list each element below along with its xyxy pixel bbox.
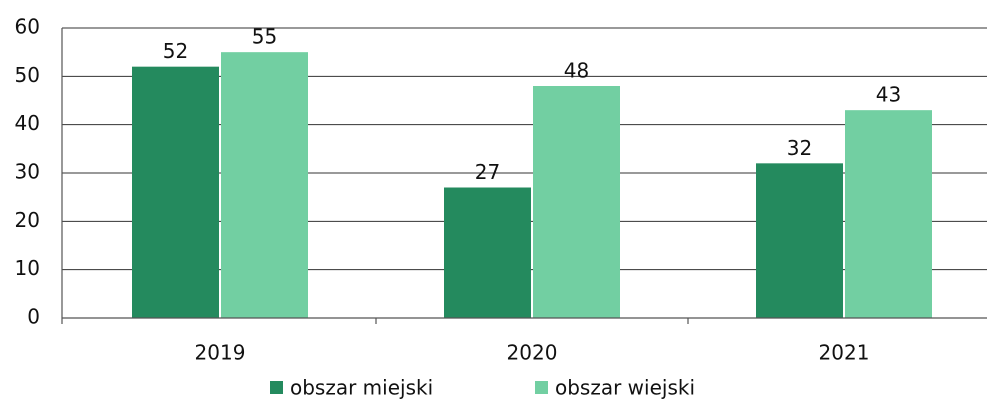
- bar: [845, 110, 932, 319]
- legend-label: obszar miejski: [290, 376, 433, 400]
- y-tick-label: 20: [15, 208, 40, 232]
- data-label: 48: [564, 59, 589, 83]
- legend-swatch: [270, 381, 283, 394]
- y-tick-label: 40: [15, 111, 40, 135]
- y-tick-label: 0: [27, 305, 40, 329]
- data-label: 55: [252, 25, 277, 49]
- legend-label: obszar wiejski: [555, 376, 695, 400]
- bar: [444, 187, 531, 318]
- bar: [533, 86, 620, 318]
- data-label: 52: [163, 39, 188, 63]
- y-tick-label: 10: [15, 256, 40, 280]
- data-label: 27: [475, 160, 500, 184]
- y-tick-label: 50: [15, 63, 40, 87]
- y-tick-label: 30: [15, 160, 40, 184]
- bar: [221, 52, 308, 319]
- data-label: 32: [787, 136, 812, 160]
- data-label: 43: [876, 83, 901, 107]
- x-tick-label: 2020: [507, 341, 558, 365]
- x-tick-label: 2021: [819, 341, 870, 365]
- legend-swatch: [535, 381, 548, 394]
- x-tick-label: 2019: [195, 341, 246, 365]
- bar: [132, 66, 219, 319]
- bar: [756, 163, 843, 318]
- y-tick-label: 60: [15, 15, 40, 39]
